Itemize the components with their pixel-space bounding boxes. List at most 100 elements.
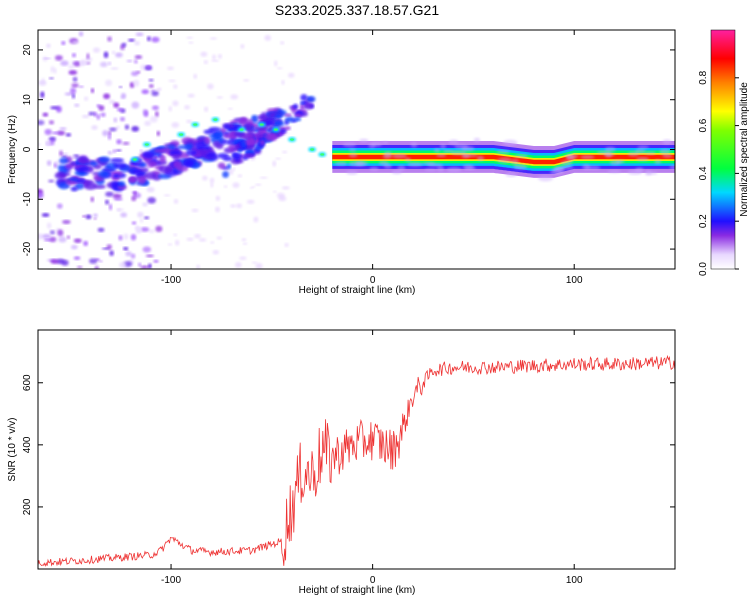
noise-blob [282,150,288,154]
noise-blob [92,47,101,53]
noise-blob [48,179,55,183]
noise-blob [73,61,81,67]
x-tick-label: -100 [161,575,181,586]
tone-halo [654,159,662,165]
noise-blob [79,85,84,88]
ridge-blob [237,148,243,153]
noise-blob [173,233,178,237]
noise-blob [96,113,101,120]
ridge-blob [203,129,215,135]
noise-blob [241,238,247,242]
noise-blob [113,102,120,108]
noise-blob [43,57,52,60]
noise-blob [253,216,259,223]
colorbar-tick-label: 0.2 [698,214,709,228]
y-tick-label: -10 [22,192,33,207]
tone-halo [635,148,646,155]
noise-blob [215,206,220,213]
snr-frame [37,329,676,570]
noise-blob [71,53,77,58]
noise-blob [275,157,282,160]
noise-blob [146,65,151,69]
noise-blob [140,265,150,269]
hot-spot-core [144,143,149,146]
tone-halo [407,161,423,167]
ridge-blob [135,171,146,178]
tone-halo [644,151,656,156]
x-tick-label: 0 [370,275,376,286]
noise-blob [217,54,223,59]
noise-blob [99,61,108,68]
noise-blob [194,233,201,239]
noise-blob [184,105,190,110]
noise-blob [50,259,59,264]
noise-blob [68,65,75,69]
noise-blob [134,55,143,60]
noise-blob [209,177,215,183]
noise-blob [91,125,98,130]
hot-spot-core [289,138,294,141]
noise-blob [38,233,44,240]
x-tick-label: 100 [566,575,583,586]
noise-blob [187,93,195,98]
colorbar-tick-label: 0.8 [698,70,709,84]
noise-blob [78,31,84,37]
colorbar-tick-label: 0.6 [698,118,709,132]
noise-blob [274,60,278,67]
snr-x-axis-label: Height of straight line (km) [299,585,416,596]
noise-blob [107,133,112,140]
tone-halo [537,175,554,182]
colorbar-tick-label: 0.4 [698,166,709,180]
tone-halo [497,157,512,164]
colorbar-label: Normalized spectral amplitude [739,82,750,217]
noise-blob [193,73,198,79]
noise-blob [168,79,176,83]
noise-blob [51,131,59,135]
ridge-blob [65,180,78,186]
ridge-blob [172,154,180,160]
noise-blob [174,239,180,246]
noise-blob [42,112,49,117]
noise-blob [227,107,233,111]
ridge-blob [223,123,230,130]
tone-halo [448,139,459,146]
noise-blob [105,191,114,197]
noise-blob [288,72,295,78]
noise-blob [100,112,106,117]
noise-blob [38,143,41,146]
tone-halo [404,157,411,162]
noise-blob [88,258,98,264]
noise-blob [126,59,133,63]
noise-blob [148,78,154,82]
tone-halo [476,155,485,162]
noise-blob [80,59,86,67]
tone-halo [627,169,642,175]
ridge-blob [59,157,69,165]
tone-halo [644,169,652,176]
noise-blob [167,243,173,246]
noise-blob [113,197,123,201]
noise-blob [110,67,119,70]
noise-blob [251,185,256,188]
tone-halo [615,159,625,164]
noise-blob [135,32,144,37]
noise-blob [278,195,287,202]
noise-blob [204,106,209,112]
ridge-blob [159,154,166,163]
noise-blob [280,41,285,45]
tone-halo [473,137,481,143]
noise-blob [155,225,163,233]
tone-halo [464,166,477,171]
y-tick-label: 10 [22,94,33,106]
tone-halo [436,166,445,172]
noise-blob [232,167,236,171]
ridge-blob [251,114,258,120]
ridge-blob [118,180,126,187]
noise-blob [151,36,160,43]
noise-blob [230,94,239,100]
noise-blob [42,233,51,239]
noise-blob [49,230,56,235]
noise-blob [186,237,194,241]
noise-blob [41,77,45,83]
